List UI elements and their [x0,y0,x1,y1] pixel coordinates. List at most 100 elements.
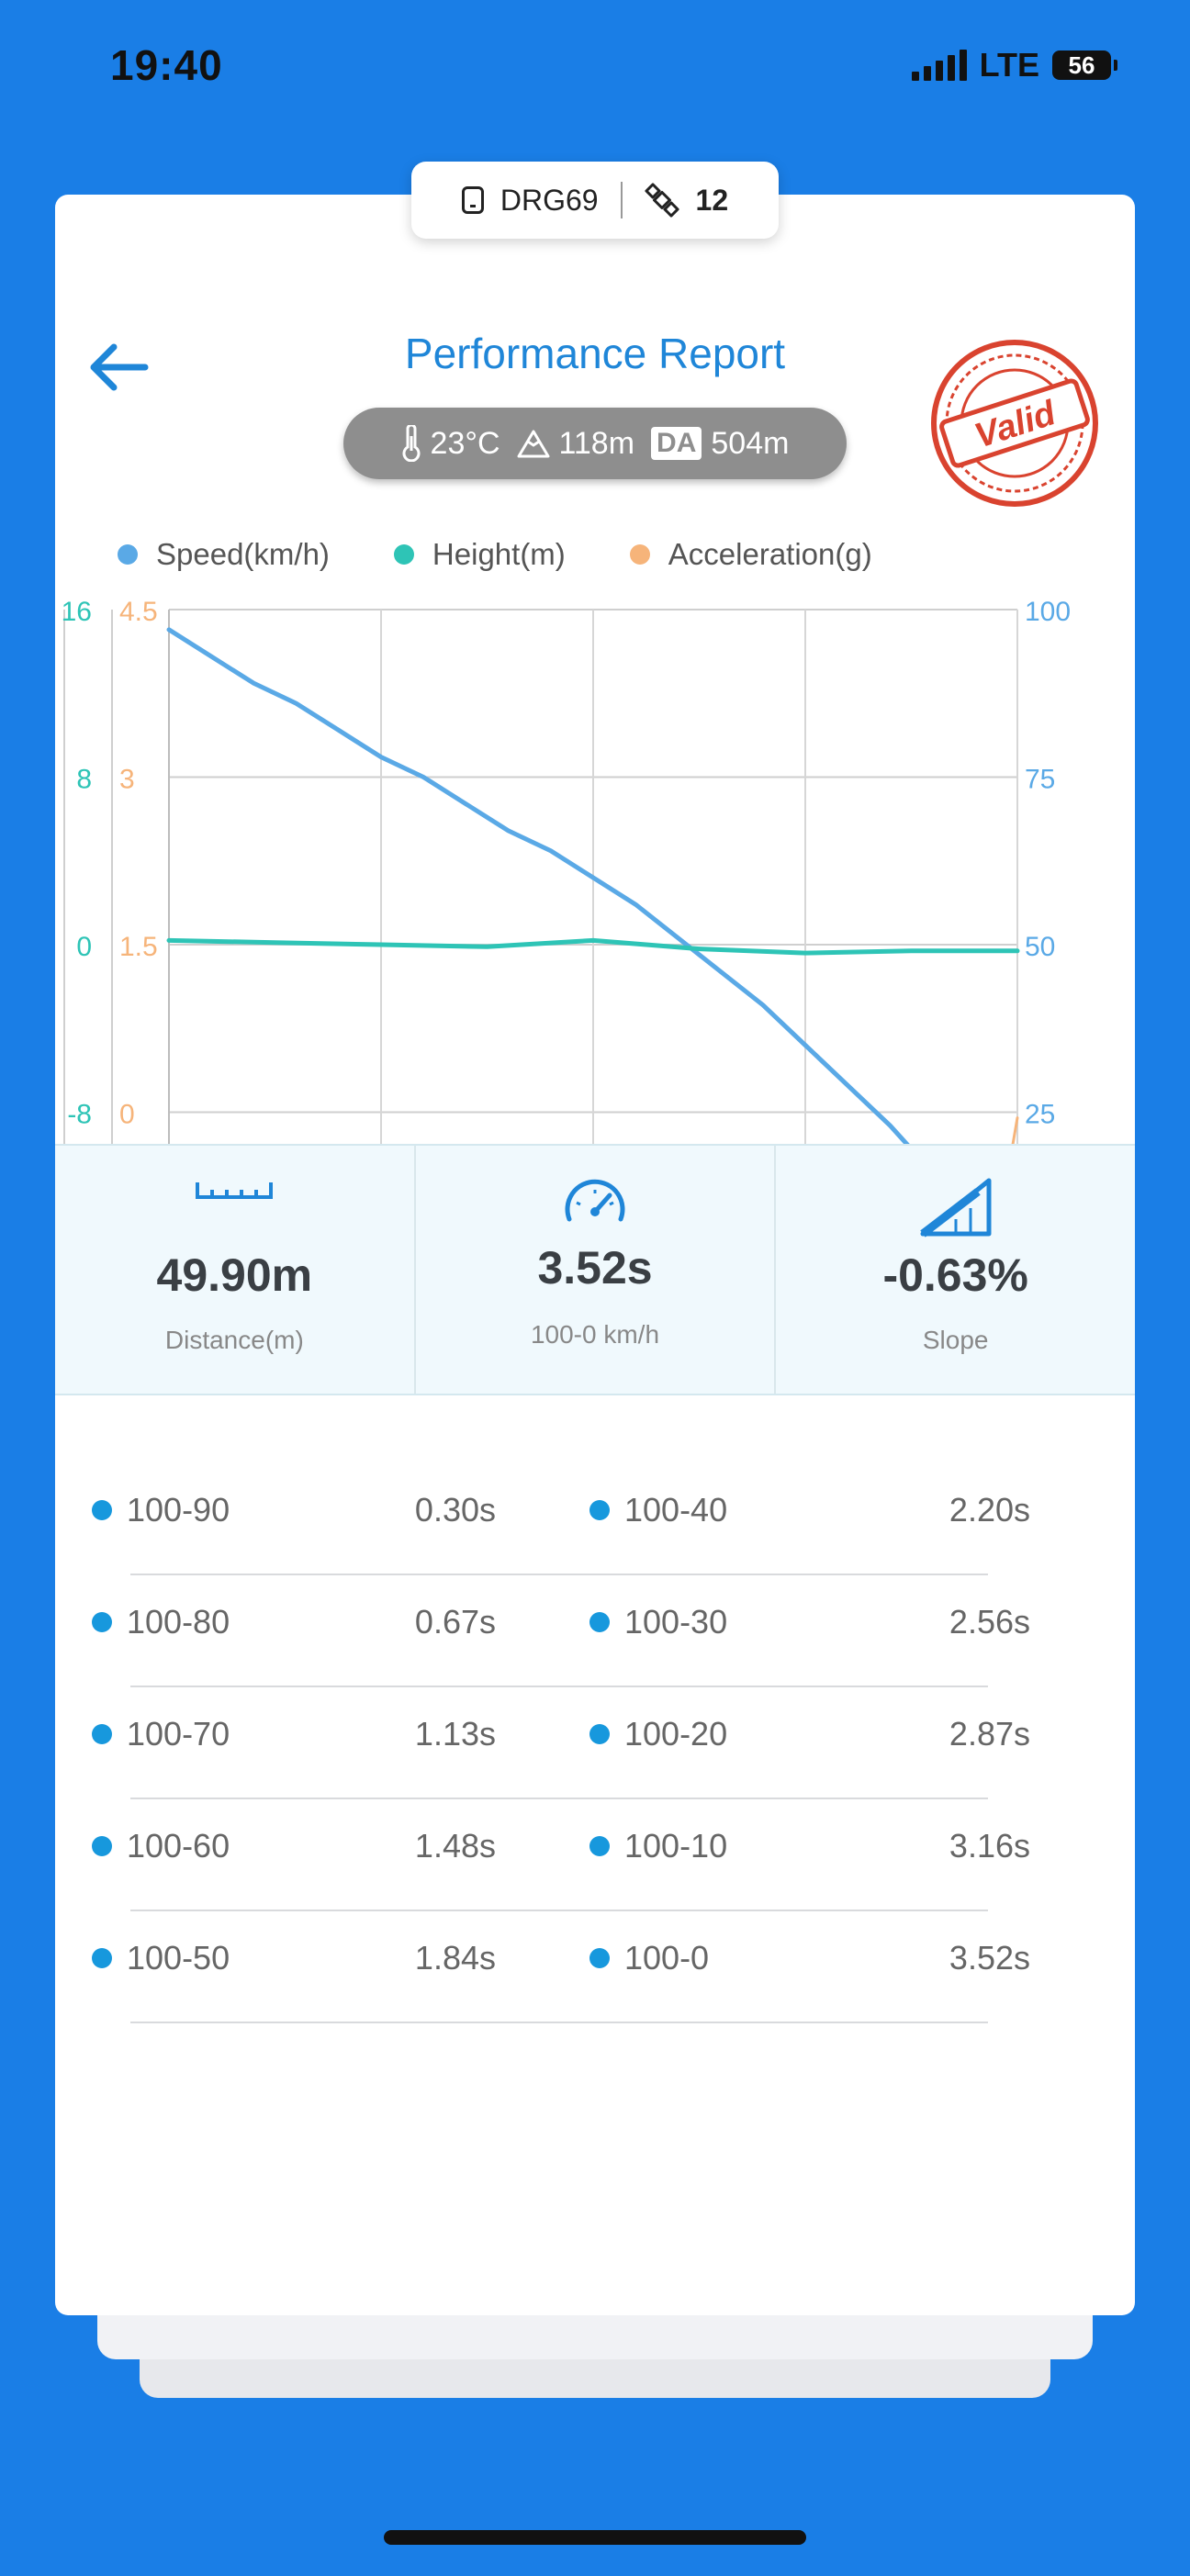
split-divider [130,2022,988,2023]
altitude-value: 118m [558,425,635,461]
split-row: 100-60 1.48s 100-10 3.16s [55,1799,1135,1911]
split-dot [92,1500,112,1520]
split-cell: 100-0 3.52s [589,1939,1030,1977]
height-tick-label: -8 [67,1100,92,1130]
split-name: 100-40 [624,1491,728,1529]
status-time: 19:40 [110,41,223,89]
battery-icon: 56 [1052,50,1117,80]
split-dot [589,1948,610,1968]
metrics-panel: 49.90m Distance(m) 3.52s 100-0 km/h -0.6… [55,1144,1135,1395]
report-card: Performance Report 23°C 118m DA 504m [55,195,1135,2315]
legend-item: Acceleration(g) [629,537,872,572]
split-time: 0.67s [414,1603,496,1641]
split-dot [92,1724,112,1744]
speed-tick-label: 75 [1025,765,1055,795]
legend-label: Acceleration(g) [668,537,872,571]
legend-item: Height(m) [393,537,566,572]
signal-icon [911,50,967,81]
speed-tick-label: 25 [1025,1100,1055,1130]
split-name: 100-50 [127,1939,230,1977]
chart-legend: Speed(km/h) Height(m) Acceleration(g) [86,527,1115,582]
split-cell: 100-10 3.16s [589,1827,1030,1865]
density-altitude-value: 504m [711,425,790,461]
time-value: 3.52s [537,1242,653,1294]
split-name: 100-80 [127,1603,230,1641]
split-row: 100-70 1.13s 100-20 2.87s [55,1687,1135,1799]
split-divider [130,1910,988,1911]
slope-icon [919,1178,992,1238]
height-tick-label: 16 [62,597,92,627]
split-row: 100-50 1.84s 100-0 3.52s [55,1911,1135,2023]
page-title: Performance Report [404,330,786,377]
split-divider [130,1574,988,1575]
metric-slope: -0.63% Slope [776,1146,1135,1394]
time-label: 100-0 km/h [530,1320,660,1349]
split-cell: 100-80 0.67s [92,1603,496,1641]
split-cell: 100-30 2.56s [589,1603,1030,1641]
split-cell: 100-20 2.87s [589,1715,1030,1753]
distance-label: Distance(m) [164,1326,304,1354]
legend-dot [629,544,650,565]
split-name: 100-20 [624,1715,728,1753]
split-divider [130,1686,988,1687]
split-name: 100-90 [127,1491,230,1529]
status-indicators: LTE 56 [911,46,1117,84]
density-altitude-badge: DA [651,427,702,460]
device-pill[interactable]: DRG69 12 [411,162,779,239]
home-indicator[interactable] [384,2530,806,2545]
split-dot [92,1612,112,1632]
split-time: 1.13s [414,1715,496,1753]
split-cell: 100-60 1.48s [92,1827,496,1865]
split-name: 100-60 [127,1827,230,1865]
battery-level: 56 [1068,50,1095,79]
split-time: 3.16s [949,1827,1030,1865]
split-time: 2.56s [949,1603,1030,1641]
distance-value: 49.90m [156,1249,313,1301]
split-row: 100-90 0.30s 100-40 2.20s [55,1463,1135,1575]
satellite-count: 12 [695,183,729,217]
height-tick-label: 8 [76,765,92,795]
environment-bar: 23°C 118m DA 504m [343,408,847,479]
temperature-value: 23°C [430,425,500,461]
legend-dot [393,544,414,565]
network-label: LTE [979,46,1039,84]
split-time: 2.20s [949,1491,1030,1529]
split-time: 0.30s [414,1491,496,1529]
acceleration-tick-label: 3 [119,765,135,795]
mountain-icon [517,430,550,458]
series-line-height [166,937,1020,956]
back-arrow-icon[interactable] [81,330,154,404]
split-name: 100-0 [624,1939,710,1977]
split-cell: 100-40 2.20s [589,1491,1030,1529]
split-time: 3.52s [949,1939,1030,1977]
split-dot [92,1836,112,1856]
satellite-icon [644,183,679,218]
height-tick-label: 0 [76,932,92,962]
split-time: 2.87s [949,1715,1030,1753]
device-name: DRG69 [500,183,599,217]
speed-tick-label: 100 [1025,597,1071,627]
ruler-icon [196,1182,274,1199]
legend-dot [118,544,138,565]
acceleration-tick-label: 4.5 [119,597,158,627]
metric-distance: 49.90m Distance(m) [55,1146,416,1394]
valid-stamp: Valid [931,340,1098,507]
device-icon [461,186,484,214]
split-cell: 100-50 1.84s [92,1939,496,1977]
legend-label: Height(m) [432,537,566,571]
split-dot [92,1948,112,1968]
split-row: 100-80 0.67s 100-30 2.56s [55,1575,1135,1687]
split-cell: 100-90 0.30s [92,1491,496,1529]
split-name: 100-30 [624,1603,728,1641]
density-altitude-item: DA 504m [651,426,789,462]
legend-label: Speed(km/h) [156,537,330,571]
acceleration-tick-label: 0 [119,1100,135,1130]
split-name: 100-70 [127,1715,230,1753]
split-time: 1.84s [414,1939,496,1977]
acceleration-tick-label: 1.5 [119,932,158,962]
split-cell: 100-70 1.13s [92,1715,496,1753]
slope-value: -0.63% [882,1249,1028,1301]
pill-divider [620,182,623,218]
split-time: 1.48s [414,1827,496,1865]
thermometer-icon [402,425,420,462]
